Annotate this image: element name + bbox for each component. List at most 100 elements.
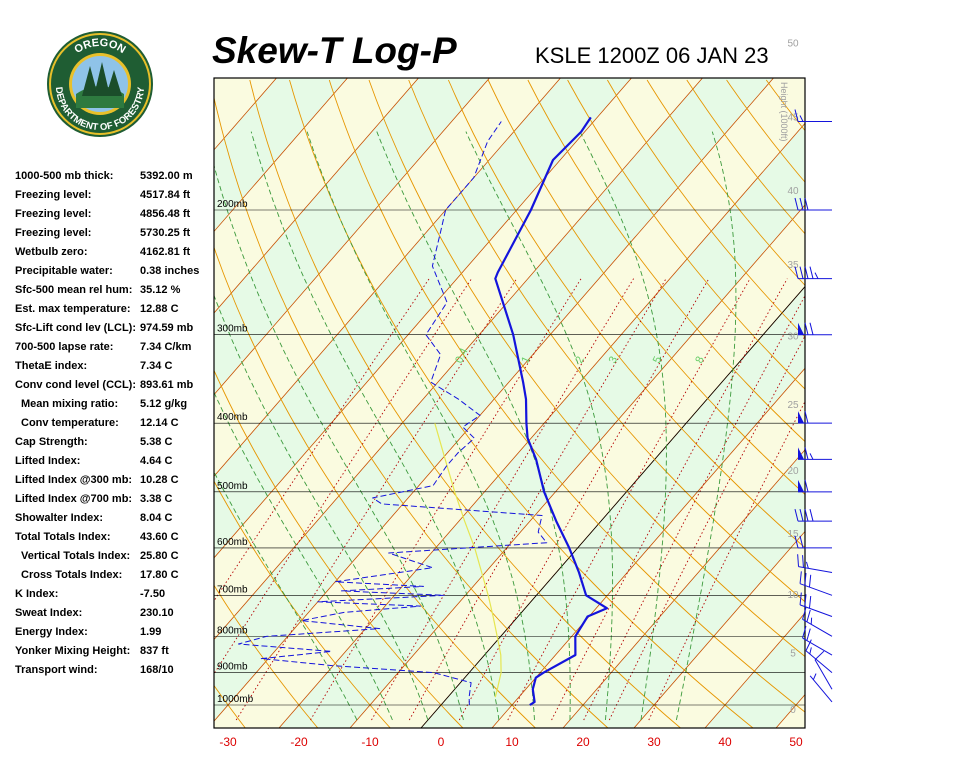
mixing-ratio-line [371,278,634,721]
index-label: Lifted Index @700 mb: [15,493,133,505]
wind-barb [794,266,832,280]
wind-barb-staff [798,566,833,574]
wind-barb [794,109,832,123]
index-value: 5.38 C [140,436,173,448]
dry-adiabat-line [527,79,805,443]
height-tick-label: 15 [787,529,799,540]
isotherm-line [0,78,205,728]
wind-barb [802,625,833,656]
index-row: Conv temperature: 12.14 C [15,415,215,434]
wind-barb-feather [809,509,814,522]
dry-adiabat-line [0,80,173,728]
dry-adiabat-line [607,79,805,338]
mixing-ratio-label: 2 [573,355,586,366]
height-tick-label: 40 [787,186,799,197]
wind-barb [794,197,832,211]
index-label: Total Totals Index: [15,531,111,543]
index-label: Freezing level: [15,208,92,220]
index-label: Yonker Mixing Height: [15,645,131,657]
x-tick-label: 40 [718,735,732,749]
dry-adiabat-line [214,95,609,728]
index-row: Cap Strength: 5.38 C [15,434,215,453]
mixing-ratio-label: 5 [651,355,664,366]
wind-barb [802,607,833,637]
index-row: K Index: -7.50 [15,586,215,605]
tree-icon [82,62,122,96]
dry-adiabat-line [487,79,805,495]
index-label: Cap Strength: [15,436,88,448]
index-value: 5.12 g/kg [140,398,188,410]
wind-barb [794,535,832,549]
index-value: 230.10 [140,607,174,619]
mixing-ratio-label: 8 [693,355,706,366]
index-row: Lifted Index @300 mb: 10.28 C [15,472,215,491]
index-row: ThetaE index: 7.34 C [15,358,215,377]
height-tick-label: 0 [790,705,796,716]
isotherm-line [704,612,805,728]
index-value: 974.59 mb [140,322,194,334]
wind-barb-feather [799,197,804,211]
dry-adiabat-line [567,79,805,390]
index-label: 1000-500 mb thick: [15,170,114,182]
index-value: 5392.00 m [140,170,193,182]
wind-barb-feather [804,509,809,522]
temperature-band [0,78,205,728]
isotherm-line [562,449,805,728]
wind-barb-feather [794,266,799,279]
dry-adiabat-line [249,79,681,728]
plot-frame [213,77,806,729]
dry-adiabat-line [408,79,805,603]
stability-indices-panel: 1000-500 mb thick: 5392.00 m Freezing leve… [15,168,215,681]
dry-adiabat-line [846,80,960,728]
wind-barb-feather [799,535,804,549]
index-label: K Index: [15,588,59,600]
x-tick-label: 0 [438,735,445,749]
height-tick-label: 45 [787,112,799,123]
index-value: 168/10 [140,664,174,676]
index-value: 4.64 C [140,455,173,467]
index-label: Precipitable water: [15,265,113,277]
pressure-label: 1000mb [217,694,254,705]
wind-barb-feather [805,639,812,651]
chart-title: Skew-T Log-P [212,30,457,71]
wind-barb [799,571,833,596]
index-label: Freezing level: [15,227,92,239]
wind-barb [798,479,832,493]
index-row: Lifted Index: 4.64 C [15,453,215,472]
height-tick-label: 5 [790,648,796,659]
zero-isotherm-line [420,285,805,728]
wind-barb-feather [804,594,807,607]
moist-adiabat-line [465,131,614,721]
isotherm-line [349,204,805,728]
wind-barb-staff [802,618,833,637]
index-label: Energy Index: [15,626,88,638]
dry-adiabat-line [214,584,319,728]
parcel-trace-line [434,423,502,698]
wind-barb-feather [802,625,807,639]
mixing-ratio-line [214,278,430,602]
isotherm-line [214,78,490,396]
wind-barb-feather [799,115,804,122]
index-row: Est. max temperature: 12.88 C [15,301,215,320]
wind-barb-staff [805,650,833,673]
index-row: Total Totals Index: 43.60 C [15,529,215,548]
wind-barb-pennant [798,411,804,424]
wind-barb [805,639,833,673]
wind-barb-pennant [798,479,804,492]
index-label: Vertical Totals Index: [21,550,131,562]
dewpoint-trace-line [238,121,548,706]
index-label: Sfc-Lift cond lev (LCL): [15,322,136,334]
index-row: Conv cond level (CCL): 893.61 mb [15,377,215,396]
dry-adiabat-line [686,79,805,235]
index-value: 12.14 C [140,417,179,429]
wind-barb [798,447,832,460]
index-label: Sfc-500 mean rel hum: [15,284,133,296]
mixing-ratio-line [214,278,472,675]
wind-barb [794,509,832,522]
wind-barb-feather [804,322,809,335]
index-label: Conv cond level (CCL): [15,379,137,391]
index-value: 5730.25 ft [140,227,191,239]
index-value: 35.12 % [140,284,181,296]
wind-barb-feather [808,595,812,609]
height-tick-label: 20 [787,466,799,477]
